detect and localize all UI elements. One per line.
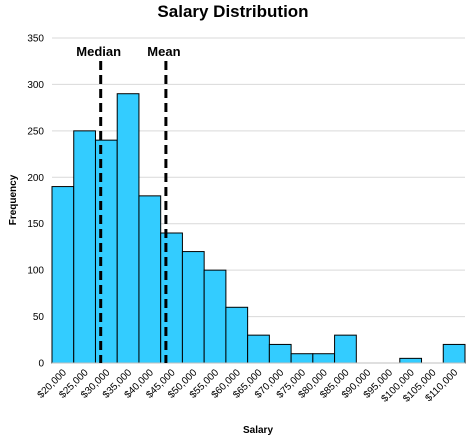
x-axis-ticks: $20,000$25,000$30,000$35,000$40,000$45,0… <box>36 367 461 405</box>
bar-9 <box>247 334 270 364</box>
bar-12 <box>312 353 336 364</box>
y-tick-label-50: 50 <box>33 312 45 323</box>
bar-18 <box>442 343 466 364</box>
bar-11 <box>290 353 314 364</box>
y-tick-label-150: 150 <box>27 219 44 230</box>
bar-5 <box>160 232 183 364</box>
statistic-markers: Median Mean <box>76 44 181 363</box>
bar-3 <box>116 93 140 364</box>
bar-7 <box>203 269 227 364</box>
y-tick-label-300: 300 <box>27 80 44 91</box>
y-axis-ticks: 0 50 100 150 200 250 300 350 <box>27 34 44 370</box>
x-axis-label: Salary <box>243 425 273 436</box>
bar-0 <box>51 186 75 364</box>
y-tick-label-250: 250 <box>27 126 44 137</box>
bar-13 <box>334 334 357 364</box>
y-tick-label-200: 200 <box>27 173 44 184</box>
bar-2 <box>94 139 118 364</box>
bar-1 <box>73 130 96 364</box>
y-tick-label-0: 0 <box>38 359 44 370</box>
bar-4 <box>138 195 162 364</box>
bar-6 <box>181 251 205 364</box>
marker-label-median: Median <box>76 44 121 59</box>
histogram-bars <box>51 93 466 364</box>
y-tick-label-350: 350 <box>27 34 44 45</box>
bar-16 <box>399 357 423 364</box>
chart-title: Salary Distribution <box>157 2 308 21</box>
bar-8 <box>225 306 249 364</box>
y-tick-label-100: 100 <box>27 266 44 277</box>
y-axis-label: Frequency <box>8 174 19 225</box>
bar-10 <box>268 343 292 364</box>
marker-label-mean: Mean <box>147 44 180 59</box>
